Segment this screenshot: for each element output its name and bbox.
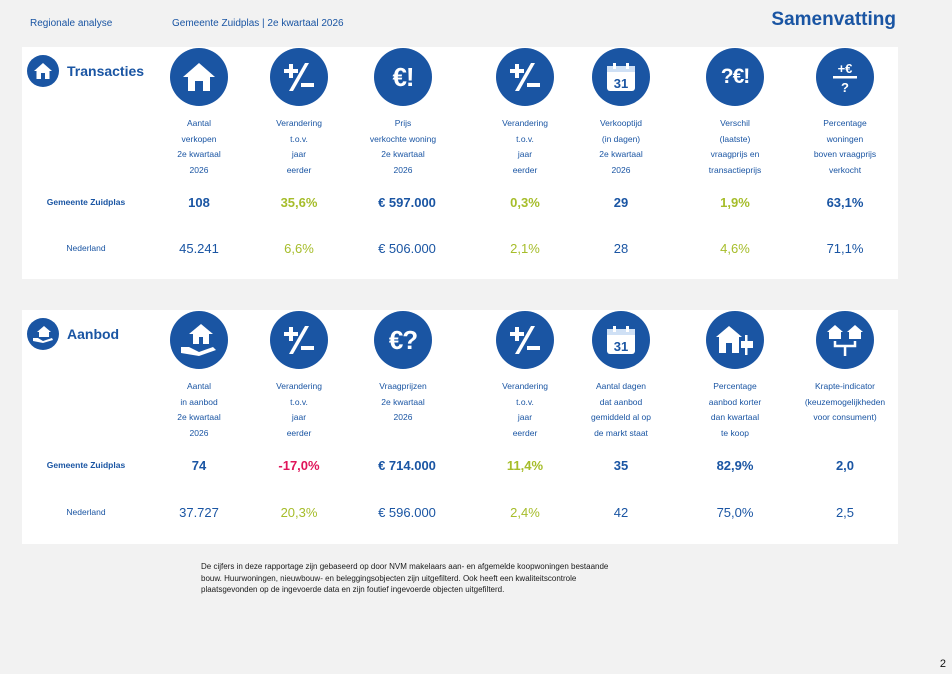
value-cell: 75,0% [716, 505, 754, 520]
aanbod-col-5: 31 Aantal dagen dat aanbod gemiddeld al op… [566, 311, 676, 441]
question-euro-exclamation-icon: ?€! [706, 48, 764, 106]
svg-text:31: 31 [614, 76, 628, 91]
column-label: Aantal dagen dat aanbod gemiddeld al op de … [590, 381, 651, 438]
value-cell: 2,5 [835, 505, 855, 520]
value-cell: 71,1% [826, 241, 864, 256]
transacties-col-3: €! Prijs verkochte woning 2e kwartaal 2026 [348, 48, 458, 178]
svg-text:31: 31 [614, 339, 628, 354]
house-for-sale-icon [706, 311, 764, 369]
header-region-period: Gemeente Zuidplas | 2e kwartaal 2026 [172, 18, 344, 29]
value-cell: 82,9% [716, 458, 754, 473]
value-cell: 6,6% [284, 241, 314, 256]
calendar-icon: 31 [592, 311, 650, 369]
value-cell: 74 [191, 458, 207, 473]
column-label: Verandering t.o.v. jaar eerder [276, 381, 322, 438]
aanbod-col-6: Percentage aanbod korter dan kwartaal te ko… [680, 311, 790, 441]
transacties-col-2: Verandering t.o.v. jaar eerder [244, 48, 354, 178]
value-cell: 29 [613, 195, 629, 210]
house-in-hand-icon [170, 311, 228, 369]
column-label: Prijs verkochte woning 2e kwartaal 2026 [369, 118, 437, 175]
svg-text:+€: +€ [838, 61, 853, 76]
value-cell: 35 [613, 458, 629, 473]
plus-minus-icon [496, 48, 554, 106]
plus-minus-icon [496, 311, 554, 369]
house-in-hand-icon [27, 318, 59, 350]
house-icon [27, 55, 59, 87]
aanbod-col-1: Aantal in aanbod 2e kwartaal 2026 [144, 311, 254, 441]
houses-choice-icon [816, 311, 874, 369]
value-cell: 11,4% [506, 458, 544, 473]
row-label-nederland: Nederland [66, 507, 106, 517]
transacties-col-4: Verandering t.o.v. jaar eerder [470, 48, 580, 178]
value-cell: 63,1% [826, 195, 864, 210]
value-cell: 0,3% [510, 195, 540, 210]
column-label: Percentage woningen boven vraagprijs verkoc… [813, 118, 877, 175]
column-label: Vraagprijzen 2e kwartaal 2026 [379, 381, 427, 422]
column-label: Aantal in aanbod 2e kwartaal 2026 [177, 381, 221, 438]
value-cell: 2,0 [835, 458, 855, 473]
column-label: Verandering t.o.v. jaar eerder [276, 118, 322, 175]
row-label-gemeente: Gemeente Zuidplas [46, 197, 126, 207]
value-cell: € 597.000 [378, 195, 436, 210]
value-cell: € 596.000 [378, 505, 436, 520]
aanbod-section-title: Aanbod [27, 318, 119, 350]
value-cell: 108 [188, 195, 210, 210]
calendar-icon: 31 [592, 48, 650, 106]
euro-exclamation-icon: €! [374, 48, 432, 106]
value-cell: 35,6% [280, 195, 318, 210]
column-label: Verkooptijd (in dagen) 2e kwartaal 2026 [599, 118, 643, 175]
value-cell: € 714.000 [378, 458, 436, 473]
value-cell: 1,9% [720, 195, 750, 210]
row-label-nederland: Nederland [66, 243, 106, 253]
methodology-note: De cijfers in deze rapportage zijn gebas… [201, 562, 609, 594]
value-cell: 42 [613, 505, 629, 520]
aanbod-col-3: €? Vraagprijzen 2e kwartaal 2026 [348, 311, 458, 426]
page-title: Samenvatting [771, 9, 896, 30]
transacties-col-7: +€? Percentage woningen boven vraagprijs ve… [790, 48, 900, 178]
column-label: Verandering t.o.v. jaar eerder [502, 118, 548, 175]
transacties-section-title: Transacties [27, 55, 144, 87]
value-cell: 2,1% [510, 241, 540, 256]
plus-euro-question-icon: +€? [816, 48, 874, 106]
value-cell: € 506.000 [378, 241, 436, 256]
column-label: Krapte-indicator (keuzemogelijkheden voor … [804, 381, 886, 422]
aanbod-col-2: Verandering t.o.v. jaar eerder [244, 311, 354, 441]
house-icon [170, 48, 228, 106]
header-report-type: Regionale analyse [30, 18, 113, 29]
transacties-col-1: Aantal verkopen 2e kwartaal 2026 [144, 48, 254, 178]
transacties-col-6: ?€! Verschil (laatste) vraagprijs en transa… [680, 48, 790, 178]
transacties-col-5: 31 Verkooptijd (in dagen) 2e kwartaal 2026 [566, 48, 676, 178]
euro-question-icon: €? [374, 311, 432, 369]
page-number: 2 [939, 658, 946, 670]
aanbod-col-7: Krapte-indicator (keuzemogelijkheden voor … [790, 311, 900, 426]
value-cell: 28 [613, 241, 629, 256]
plus-minus-icon [270, 48, 328, 106]
column-label: Aantal verkopen 2e kwartaal 2026 [177, 118, 221, 175]
row-label-gemeente: Gemeente Zuidplas [46, 460, 126, 470]
value-cell: 45.241 [179, 241, 219, 256]
value-cell: 20,3% [280, 505, 318, 520]
aanbod-title: Aanbod [67, 326, 120, 342]
transacties-title: Transacties [67, 63, 145, 79]
value-cell: 4,6% [720, 241, 750, 256]
plus-minus-icon [270, 311, 328, 369]
aanbod-col-4: Verandering t.o.v. jaar eerder [470, 311, 580, 441]
svg-text:?: ? [841, 80, 849, 95]
value-cell: -17,0% [278, 458, 320, 473]
column-label: Verschil (laatste) vraagprijs en transactie… [708, 118, 762, 175]
column-label: Percentage aanbod korter dan kwartaal te ko… [708, 381, 762, 438]
column-label: Verandering t.o.v. jaar eerder [502, 381, 548, 438]
value-cell: 37.727 [179, 505, 219, 520]
value-cell: 2,4% [510, 505, 540, 520]
